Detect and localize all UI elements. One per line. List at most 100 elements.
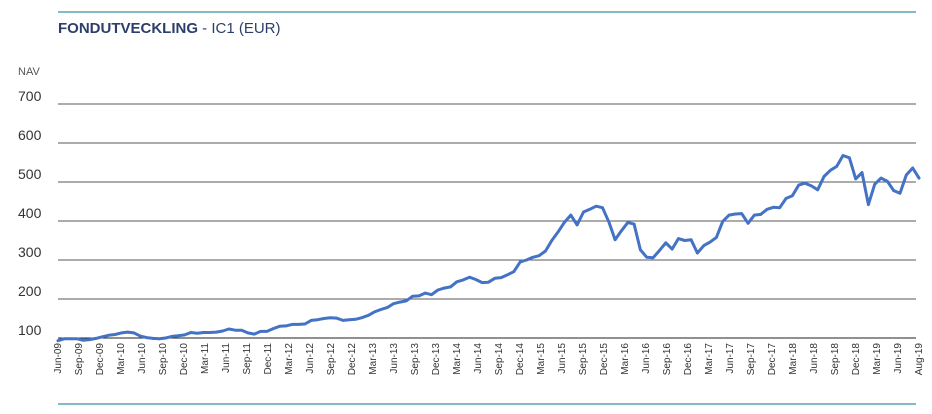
- y-tick-label: 100: [18, 322, 42, 338]
- data-point: [284, 324, 288, 328]
- data-point: [253, 332, 256, 336]
- data-point: [753, 213, 756, 217]
- y-tick-label: 300: [18, 244, 42, 260]
- data-point: [474, 278, 478, 281]
- data-point: [265, 330, 269, 333]
- data-point: [468, 275, 471, 279]
- data-point: [303, 322, 307, 326]
- data-point: [120, 331, 123, 335]
- data-point: [886, 179, 889, 183]
- data-point: [328, 316, 332, 320]
- data-point: [322, 317, 326, 320]
- x-tick-label: Jun-14: [473, 343, 484, 374]
- data-point: [493, 277, 497, 280]
- data-point: [613, 238, 617, 241]
- x-tick-label: Jun-09: [53, 343, 64, 374]
- y-tick-label: 200: [18, 283, 42, 299]
- data-point: [803, 181, 807, 185]
- x-tick-label: Jun-18: [809, 343, 820, 374]
- chart-title-bold: FONDUTVECKLING: [58, 20, 198, 37]
- data-point: [639, 248, 642, 252]
- data-point: [404, 299, 408, 303]
- data-point: [63, 337, 66, 341]
- data-point: [569, 213, 573, 217]
- data-point: [366, 314, 370, 317]
- data-point: [563, 220, 566, 224]
- data-point: [126, 330, 129, 334]
- x-tick-label: Mar-10: [116, 343, 127, 375]
- x-tick-label: Jun-16: [641, 343, 652, 374]
- x-tick-label: Jun-19: [893, 343, 904, 374]
- data-point: [449, 285, 452, 289]
- data-point: [829, 169, 832, 172]
- data-point: [822, 175, 826, 178]
- y-tick-labels: 100 200 300 400 500 600 700: [18, 88, 42, 338]
- gridlines: [58, 103, 916, 339]
- data-point: [290, 323, 294, 326]
- x-tick-label: Sep-09: [74, 343, 85, 376]
- data-point: [164, 336, 167, 340]
- data-point: [487, 280, 490, 284]
- data-point: [683, 239, 687, 242]
- x-tick-label: Dec-15: [599, 343, 610, 376]
- x-tick-label: Mar-12: [284, 343, 295, 375]
- data-point: [721, 220, 724, 223]
- data-point: [620, 229, 623, 233]
- data-point: [810, 184, 813, 188]
- x-tick-label: Jun-11: [221, 343, 232, 373]
- data-point: [373, 310, 376, 314]
- y-tick-label: 500: [18, 166, 42, 182]
- data-point: [430, 293, 433, 297]
- data-point: [841, 154, 845, 157]
- data-point: [113, 333, 117, 336]
- x-tick-label: Sep-14: [494, 343, 505, 376]
- data-point: [601, 206, 604, 209]
- chart-title-rest: - IC1 (EUR): [198, 20, 281, 37]
- data-point: [860, 171, 864, 174]
- data-point: [398, 300, 402, 304]
- data-point: [158, 337, 161, 341]
- data-point: [772, 206, 775, 209]
- x-tick-label: Jun-15: [557, 343, 568, 374]
- data-point: [506, 273, 509, 277]
- data-point: [189, 331, 193, 334]
- x-tick-label: Sep-11: [242, 343, 253, 375]
- data-point: [145, 336, 148, 339]
- x-tick-label: Dec-10: [179, 343, 190, 376]
- data-point: [892, 189, 895, 192]
- x-tick-label: Jun-12: [305, 343, 316, 374]
- data-point: [170, 335, 174, 338]
- x-tick-label: Dec-14: [515, 343, 526, 376]
- x-tick-label: Sep-12: [326, 343, 337, 376]
- data-point: [202, 331, 205, 334]
- data-point: [101, 335, 104, 339]
- x-tick-labels: Jun-09 Sep-09 Dec-09 Mar-10 Jun-10 Sep-10 Dec-…: [53, 343, 925, 376]
- data-point: [69, 337, 72, 341]
- data-point: [556, 230, 560, 234]
- data-point: [645, 255, 649, 259]
- data-point: [341, 319, 345, 322]
- data-point: [879, 176, 883, 180]
- data-point: [525, 258, 528, 262]
- x-tick-label: Dec-16: [683, 343, 694, 376]
- x-tick-label: Sep-18: [830, 343, 841, 376]
- data-point: [651, 256, 655, 260]
- data-point: [208, 331, 212, 334]
- data-point: [385, 306, 389, 309]
- data-point: [816, 188, 819, 192]
- data-point: [626, 221, 630, 224]
- x-tick-label: Mar-14: [452, 343, 463, 375]
- data-point: [784, 197, 788, 200]
- x-tick-label: Dec-09: [95, 343, 106, 376]
- data-point: [512, 270, 516, 274]
- x-tick-label: Mar-19: [872, 343, 883, 375]
- data-point: [727, 213, 731, 217]
- y-axis-label: NAV: [18, 66, 40, 78]
- data-point: [196, 332, 199, 335]
- data-point: [537, 254, 541, 257]
- data-point: [664, 241, 668, 245]
- data-point: [442, 286, 446, 290]
- data-point: [392, 302, 395, 306]
- data-point: [240, 328, 243, 332]
- x-tick-label: Dec-18: [851, 343, 862, 376]
